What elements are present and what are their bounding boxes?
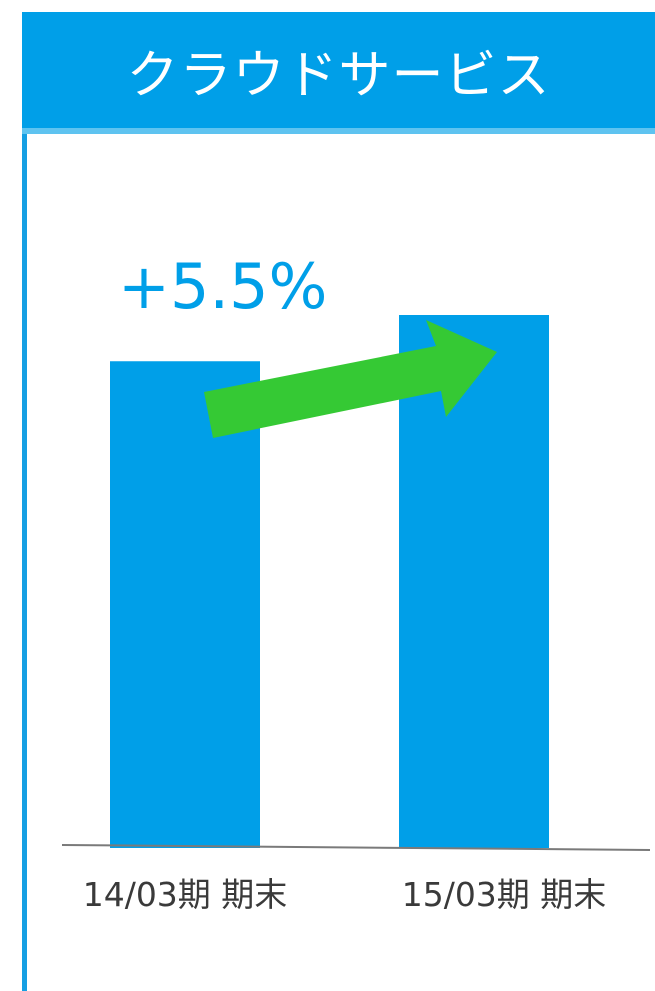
chart-header: クラウドサービス bbox=[22, 12, 655, 134]
x-tick-label-15-03: 15/03期 期末 bbox=[401, 875, 607, 914]
chart-title: クラウドサービス bbox=[126, 45, 551, 106]
bar-0 bbox=[110, 361, 260, 848]
growth-annotation: +5.5% bbox=[118, 250, 328, 323]
bar-1 bbox=[399, 315, 549, 848]
growth-arrow bbox=[204, 320, 497, 438]
x-tick-label-14-03: 14/03期 期末 bbox=[82, 875, 288, 914]
x-axis-line bbox=[61, 844, 651, 851]
